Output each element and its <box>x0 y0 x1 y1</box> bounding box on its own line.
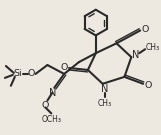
Text: N: N <box>132 50 139 60</box>
Text: O: O <box>28 69 35 78</box>
Text: O: O <box>142 25 149 34</box>
Text: Si: Si <box>14 69 22 78</box>
Text: CH₃: CH₃ <box>98 99 112 108</box>
Text: O: O <box>144 81 152 90</box>
Text: CH₃: CH₃ <box>146 43 160 52</box>
Text: N: N <box>49 88 56 98</box>
Text: O: O <box>61 63 68 72</box>
Text: O: O <box>42 101 49 110</box>
Text: N: N <box>101 84 108 94</box>
Text: OCH₃: OCH₃ <box>41 115 61 124</box>
